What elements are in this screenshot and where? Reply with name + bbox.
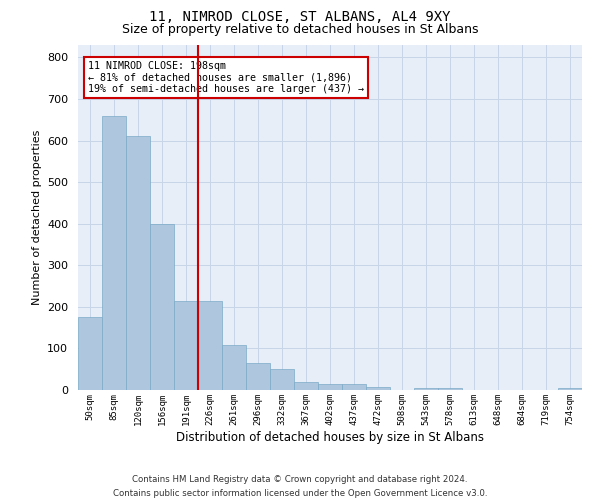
Bar xyxy=(126,136,150,390)
Bar xyxy=(198,300,222,390)
Text: 11 NIMROD CLOSE: 198sqm
← 81% of detached houses are smaller (1,896)
19% of semi: 11 NIMROD CLOSE: 198sqm ← 81% of detache… xyxy=(88,60,364,94)
Bar xyxy=(150,224,174,390)
Bar xyxy=(414,388,438,390)
Bar xyxy=(438,388,462,390)
X-axis label: Distribution of detached houses by size in St Albans: Distribution of detached houses by size … xyxy=(176,430,484,444)
Text: 11, NIMROD CLOSE, ST ALBANS, AL4 9XY: 11, NIMROD CLOSE, ST ALBANS, AL4 9XY xyxy=(149,10,451,24)
Bar xyxy=(174,300,198,390)
Text: Contains HM Land Registry data © Crown copyright and database right 2024.
Contai: Contains HM Land Registry data © Crown c… xyxy=(113,476,487,498)
Bar xyxy=(270,369,294,390)
Bar xyxy=(294,382,318,390)
Bar xyxy=(558,388,582,390)
Text: Size of property relative to detached houses in St Albans: Size of property relative to detached ho… xyxy=(122,22,478,36)
Bar xyxy=(318,384,342,390)
Bar xyxy=(366,386,390,390)
Bar xyxy=(102,116,126,390)
Y-axis label: Number of detached properties: Number of detached properties xyxy=(32,130,41,305)
Bar xyxy=(222,345,246,390)
Bar xyxy=(78,318,102,390)
Bar xyxy=(246,363,270,390)
Bar xyxy=(342,384,366,390)
